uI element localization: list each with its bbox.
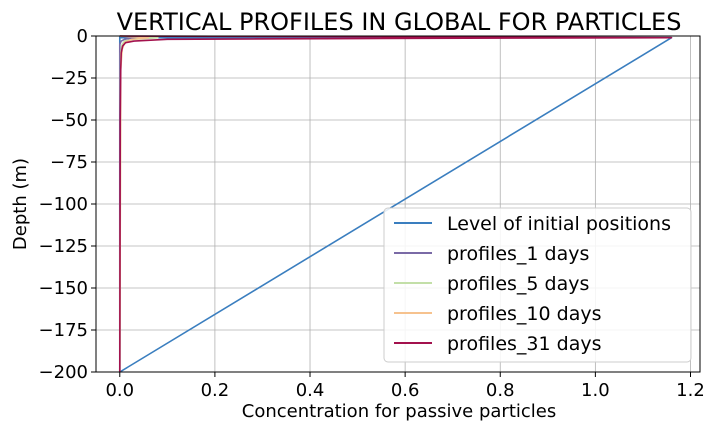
y-tick-label: −75: [50, 152, 88, 173]
x-tick-label: 0.6: [391, 380, 420, 401]
legend-label: profiles_10 days: [447, 303, 601, 325]
y-tick-label: −150: [39, 278, 88, 299]
x-tick-label: 0.8: [486, 380, 515, 401]
legend-label: profiles_1 days: [447, 243, 589, 265]
legend-box: [383, 207, 692, 363]
y-tick-label: −50: [50, 110, 88, 131]
y-axis-ticks: 0 −25 −50 −75 −100 −125 −150 −175 −200: [39, 26, 96, 383]
y-axis-label: Depth (m): [10, 158, 31, 250]
chart-title: VERTICAL PROFILES IN GLOBAL FOR PARTICLE…: [117, 8, 682, 36]
x-tick-label: 0.4: [296, 380, 325, 401]
y-tick-label: −25: [50, 68, 88, 89]
x-tick-label: 1.2: [676, 380, 705, 401]
x-tick-label: 0.2: [201, 380, 230, 401]
legend-label: Level of initial positions: [447, 213, 671, 235]
y-tick-label: −175: [39, 320, 88, 341]
legend-label: profiles_5 days: [447, 273, 589, 295]
x-tick-label: 1.0: [581, 380, 610, 401]
x-axis-ticks: 0.0 0.2 0.4 0.6 0.8 1.0 1.2: [105, 372, 705, 401]
legend: Level of initial positions profiles_1 day…: [383, 207, 692, 363]
legend-label: profiles_31 days: [447, 333, 601, 355]
y-tick-label: 0: [77, 26, 88, 47]
x-tick-label: 0.0: [105, 380, 134, 401]
series-line-5: [118, 35, 673, 373]
y-tick-label: −125: [39, 236, 88, 257]
x-axis-label: Concentration for passive particles: [242, 401, 556, 422]
y-tick-label: −200: [39, 362, 88, 383]
y-tick-label: −100: [39, 194, 88, 215]
